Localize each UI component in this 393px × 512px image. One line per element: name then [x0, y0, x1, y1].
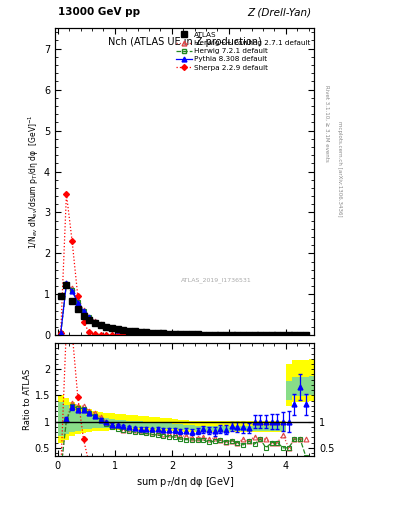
Text: Z (Drell-Yan): Z (Drell-Yan) [248, 7, 312, 17]
Text: Rivet 3.1.10, ≥ 3.1M events: Rivet 3.1.10, ≥ 3.1M events [324, 84, 329, 161]
Text: 13000 GeV pp: 13000 GeV pp [58, 7, 140, 17]
Text: ATLAS_2019_I1736531: ATLAS_2019_I1736531 [180, 277, 251, 283]
Legend: ATLAS, Herwig++ Powheg 2.7.1 default, Herwig 7.2.1 default, Pythia 8.308 default: ATLAS, Herwig++ Powheg 2.7.1 default, He… [176, 32, 311, 71]
X-axis label: sum p$_T$/dη dφ [GeV]: sum p$_T$/dη dφ [GeV] [136, 475, 234, 489]
Text: mcplots.cern.ch [arXiv:1306.3436]: mcplots.cern.ch [arXiv:1306.3436] [337, 121, 342, 217]
Y-axis label: 1/N$_{ev}$ dN$_{ev}$/dsum p$_T$/dη dφ  [GeV]$^{-1}$: 1/N$_{ev}$ dN$_{ev}$/dsum p$_T$/dη dφ [G… [27, 114, 41, 249]
Text: Nch (ATLAS UE in Z production): Nch (ATLAS UE in Z production) [108, 37, 262, 48]
Y-axis label: Ratio to ATLAS: Ratio to ATLAS [23, 369, 32, 430]
